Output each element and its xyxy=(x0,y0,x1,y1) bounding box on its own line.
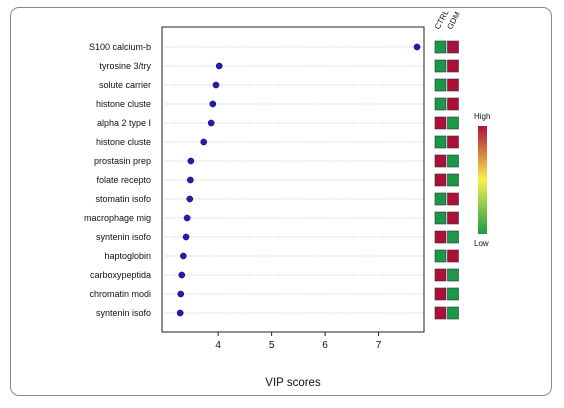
row-label: syntenin isofo xyxy=(96,308,151,318)
row-label: folate recepto xyxy=(96,175,151,185)
x-tick-label: 4 xyxy=(215,340,221,351)
vip-point xyxy=(207,119,215,127)
heatmap-cell-texture xyxy=(435,307,446,319)
vip-point xyxy=(180,252,187,260)
vip-point xyxy=(187,157,195,165)
heatmap-cell-texture xyxy=(435,117,446,129)
vip-point xyxy=(209,100,217,108)
heatmap-cell-texture xyxy=(435,41,446,53)
heatmap-cell-texture xyxy=(435,288,446,300)
vip-point xyxy=(178,271,186,279)
row-label: histone cluste xyxy=(96,137,151,147)
x-tick-label: 6 xyxy=(322,340,328,351)
heatmap-cell-texture xyxy=(435,212,446,224)
vip-point xyxy=(186,195,194,203)
vip-point xyxy=(183,214,191,222)
vip-point xyxy=(413,43,421,51)
row-label: syntenin isofo xyxy=(96,232,151,242)
row-label: stomatin isofo xyxy=(95,194,151,204)
vip-point xyxy=(177,290,185,298)
heatmap-cell-texture xyxy=(435,250,446,262)
row-label: chromatin modi xyxy=(89,289,151,299)
row-label: prostasin prep xyxy=(94,156,151,166)
heatmap-cell-texture xyxy=(435,174,446,186)
heatmap-cell-texture xyxy=(435,79,446,91)
legend-low-label: Low xyxy=(474,239,489,248)
figure-frame xyxy=(10,7,552,396)
row-label: carboxypeptida xyxy=(90,270,151,280)
heatmap-cell-texture xyxy=(447,307,459,319)
vip-point xyxy=(212,81,220,89)
vip-point xyxy=(186,176,194,184)
heatmap-cell-texture xyxy=(435,60,446,72)
x-tick-label: 7 xyxy=(376,340,382,351)
vip-point xyxy=(200,138,208,146)
row-label: solute carrier xyxy=(99,80,151,90)
heatmap-cell-texture xyxy=(447,98,459,110)
legend-high-label: High xyxy=(474,112,490,121)
vip-point xyxy=(176,309,184,317)
row-label: tyrosine 3/try xyxy=(99,61,151,71)
heatmap-cell-texture xyxy=(447,212,459,224)
row-label: alpha 2 type I xyxy=(97,118,151,128)
x-axis-title: VIP scores xyxy=(265,377,321,389)
heatmap-cell-texture xyxy=(447,193,459,205)
x-tick-label: 5 xyxy=(269,340,275,351)
plot-area xyxy=(161,26,425,333)
vip-point xyxy=(215,62,223,70)
heatmap-cell-texture xyxy=(435,136,446,148)
heatmap-cell-texture xyxy=(435,231,446,243)
heatmap-cell-texture xyxy=(435,155,446,167)
heatmap-cell-texture xyxy=(447,250,459,262)
row-label: S100 calcium-b xyxy=(89,42,151,52)
vip-point xyxy=(182,233,190,241)
heatmap-cell-texture xyxy=(435,193,446,205)
heatmap-cell-texture xyxy=(435,269,446,281)
row-label: haptoglobin xyxy=(104,251,151,261)
heatmap-cell-texture xyxy=(435,98,446,110)
heatmap-cell-texture xyxy=(447,174,459,186)
heatmap-cell-texture xyxy=(447,288,459,300)
heatmap-cell-texture xyxy=(447,136,459,148)
heatmap-cell-texture xyxy=(447,60,459,72)
heatmap-cell-texture xyxy=(447,117,459,129)
heatmap-cell-texture xyxy=(447,41,459,53)
heatmap-cell-texture xyxy=(447,155,459,167)
heatmap-cell-texture xyxy=(447,269,459,281)
row-label: histone cluste xyxy=(96,99,151,109)
row-label: macrophage mig xyxy=(84,213,151,223)
heatmap-cell-texture xyxy=(447,231,459,243)
heatmap-cell-texture xyxy=(447,79,459,91)
color-legend-bar xyxy=(478,126,487,234)
